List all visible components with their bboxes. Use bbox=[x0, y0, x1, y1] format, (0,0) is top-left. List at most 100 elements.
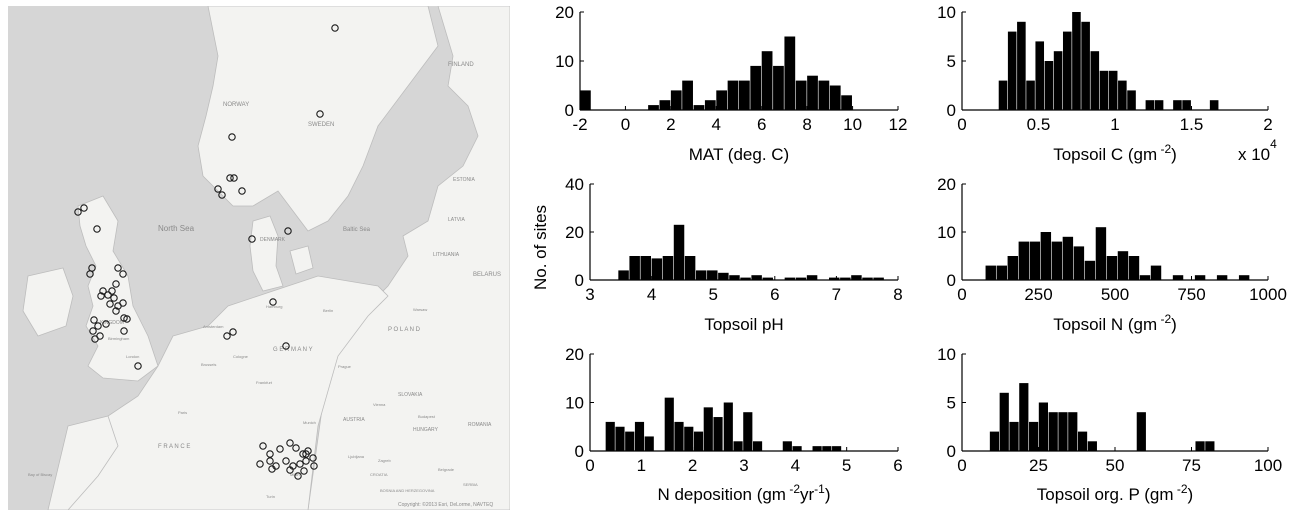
map-label-prague: Prague bbox=[338, 364, 352, 369]
site-marker bbox=[269, 298, 277, 306]
histogram-bar bbox=[751, 275, 762, 280]
site-marker bbox=[309, 454, 317, 462]
x-tick-label: 6 bbox=[770, 285, 779, 304]
site-marker bbox=[108, 287, 116, 295]
histogram-bar bbox=[1035, 41, 1045, 110]
map-land-britain bbox=[77, 195, 159, 382]
x-tick-label: 0 bbox=[585, 456, 594, 475]
y-tick-label: 0 bbox=[565, 101, 574, 120]
map-label-denmark: DENMARK bbox=[260, 237, 286, 243]
histogram-bar bbox=[822, 446, 832, 451]
histogram-bar bbox=[1058, 412, 1068, 451]
site-marker bbox=[268, 465, 276, 473]
map-label-poland: P O L A N D bbox=[388, 327, 421, 333]
histogram-bar bbox=[806, 275, 818, 280]
axis-multiplier: x 104 bbox=[1238, 137, 1277, 164]
histogram-bar bbox=[670, 90, 682, 110]
map-label-paris: Paris bbox=[178, 410, 187, 415]
histogram-bar bbox=[761, 51, 773, 110]
site-marker bbox=[90, 316, 98, 324]
site-marker bbox=[230, 174, 238, 182]
site-marker bbox=[114, 264, 122, 272]
map-land-zealand bbox=[289, 245, 314, 275]
map-label-germany: G E R M A N Y bbox=[273, 347, 313, 353]
histogram-bar bbox=[1029, 241, 1041, 280]
histogram-bar bbox=[659, 100, 671, 110]
x-tick-label: 75 bbox=[1182, 456, 1201, 475]
histogram-bar bbox=[1018, 241, 1030, 280]
y-tick-label: 5 bbox=[947, 394, 956, 413]
site-marker bbox=[134, 362, 142, 370]
x-tick-label: -2 bbox=[572, 115, 587, 134]
histogram-bar bbox=[618, 270, 629, 280]
histogram-bar bbox=[1154, 100, 1164, 110]
histogram-bar bbox=[1040, 232, 1052, 280]
site-marker bbox=[226, 174, 234, 182]
histogram-bar bbox=[985, 265, 996, 280]
map-label-north-sea: North Sea bbox=[158, 224, 195, 233]
map-label-berlin: Berlin bbox=[323, 308, 333, 313]
histogram-bar bbox=[703, 407, 713, 451]
y-tick-label: 20 bbox=[565, 223, 584, 242]
map-label-latvia: LATVIA bbox=[448, 217, 466, 223]
x-axis-label: N deposition (gm -2yr-1) bbox=[657, 482, 830, 504]
histogram-bar bbox=[1182, 100, 1191, 110]
y-tick-label: 10 bbox=[555, 52, 574, 71]
histogram-bar bbox=[625, 431, 635, 451]
histogram-bar bbox=[1145, 100, 1155, 110]
site-marker bbox=[112, 307, 120, 315]
histogram-bar bbox=[1173, 100, 1182, 110]
europe-site-map: North Sea Baltic Sea NORWAY SWEDEN FINLA… bbox=[8, 6, 510, 510]
histogram-bar bbox=[1095, 227, 1107, 280]
map-label-estonia: ESTONIA bbox=[453, 177, 476, 183]
y-tick-label: 5 bbox=[947, 52, 956, 71]
histogram-bar bbox=[723, 402, 733, 451]
histogram-bar bbox=[762, 277, 773, 280]
site-marker bbox=[93, 225, 101, 233]
map-labels: North Sea Baltic Sea NORWAY SWEDEN FINLA… bbox=[28, 62, 501, 508]
y-tick-label: 0 bbox=[575, 271, 584, 290]
x-tick-label: 12 bbox=[889, 115, 908, 134]
map-land-scandinavia bbox=[197, 6, 439, 232]
histogram-bar bbox=[795, 80, 807, 110]
histogram-bar bbox=[1172, 275, 1184, 280]
x-tick-label: 7 bbox=[832, 285, 841, 304]
site-marker bbox=[104, 291, 112, 299]
site-marker bbox=[331, 24, 339, 32]
map-label-warsaw: Warsaw bbox=[413, 307, 427, 312]
site-marker bbox=[300, 467, 308, 475]
map-label-amsterdam: Amsterdam bbox=[203, 324, 224, 329]
histogram-bar bbox=[1026, 80, 1035, 110]
map-land-denmark bbox=[249, 215, 284, 292]
site-marker bbox=[80, 204, 88, 212]
histogram-bar bbox=[829, 277, 840, 280]
x-tick-label: 2 bbox=[688, 456, 697, 475]
histogram-bar bbox=[743, 412, 753, 451]
y-tick-label: 20 bbox=[565, 345, 584, 364]
histogram-bar bbox=[1099, 70, 1109, 110]
site-marker bbox=[266, 450, 274, 458]
histogram-bar bbox=[1150, 265, 1162, 280]
site-marker bbox=[123, 315, 131, 323]
site-marker bbox=[248, 235, 256, 243]
histogram-bar bbox=[733, 441, 743, 451]
site-marker bbox=[238, 187, 246, 195]
histogram-bar bbox=[1072, 12, 1081, 110]
histogram-bar bbox=[1209, 100, 1219, 110]
histogram-bar bbox=[996, 265, 1007, 280]
histogram-bar bbox=[1117, 251, 1129, 280]
x-tick-label: 100 bbox=[1254, 456, 1282, 475]
map-label-kingdom: KINGDOM bbox=[100, 320, 124, 326]
map-label-hungary: HUNGARY bbox=[413, 427, 439, 433]
map-label-slovakia: SLOVAKIA bbox=[398, 392, 423, 398]
histogram-bar bbox=[1127, 90, 1136, 110]
histogram-bar bbox=[1062, 31, 1072, 111]
histogram-bar bbox=[739, 80, 750, 110]
histogram-bar bbox=[841, 95, 852, 110]
histogram-bar bbox=[1007, 31, 1017, 111]
map-label-frankfurt: Frankfurt bbox=[256, 380, 273, 385]
histogram-bar bbox=[829, 85, 841, 110]
x-tick-label: 3 bbox=[585, 285, 594, 304]
x-axis-label: Topsoil C (gm -2) bbox=[1053, 142, 1177, 164]
